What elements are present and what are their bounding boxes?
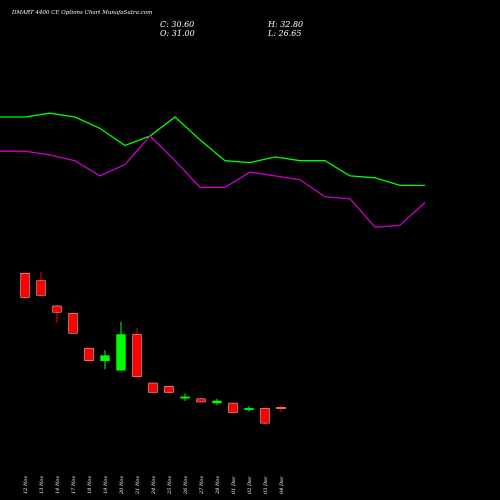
x-tick-label: 21 Nov [135,476,141,495]
candle-body [132,334,142,377]
candle-body [68,313,78,334]
candle-body [244,408,254,411]
x-axis-labels: 12 Nov 13 Nov 14 Nov 17 Nov 18 Nov 19 Nov 20 N… [23,476,285,495]
candle [36,272,46,296]
candle-body [100,355,110,362]
candle [20,272,30,299]
x-tick-label: 20 Nov [119,476,125,495]
x-tick-label: 25 Nov [167,476,173,495]
x-tick-label: 13 Nov [39,476,45,494]
candle-body [196,398,206,403]
indicator-line-1 [0,112,425,187]
x-tick-label: 18 Nov [87,476,93,494]
candle [132,328,142,378]
candle [244,406,254,412]
candle [196,397,206,403]
open-value: O: 31.00 [160,29,195,38]
x-tick-label: 27 Nov [199,476,205,495]
candle [164,385,174,394]
candle [52,304,62,323]
candle-body [212,400,222,404]
candle [212,398,222,406]
candle-body [228,402,238,413]
x-tick-label: 26 Nov [183,476,189,495]
candle-body [164,385,174,393]
candle [116,321,126,371]
x-tick-label: 03 Dec [263,476,269,494]
x-tick-label: 02 Dec [247,476,253,494]
candle-body [20,273,30,298]
x-tick-label: 14 Nov [55,476,61,494]
x-tick-label: 24 Nov [151,476,157,495]
candle-body [116,334,126,371]
low-value: L: 26.65 [268,29,302,38]
x-tick-label: 04 Dec [279,476,285,494]
candlestick-series [20,272,286,425]
candle-body [260,408,270,424]
high-value: H: 32.80 [268,20,304,29]
candle [84,347,94,362]
chart-title: DMART 4400 CE Options Chart MunafaSutra.… [12,10,153,16]
candle-body [36,280,46,296]
x-tick-label: 12 Nov [23,476,29,494]
x-tick-label: 01 Dec [231,476,237,494]
candle [276,405,286,412]
candle-body [180,396,190,399]
x-tick-label: 28 Nov [215,476,221,495]
candle [260,408,270,425]
candle-body [276,407,286,409]
candle [180,393,190,401]
close-value: C: 30.60 [160,20,195,29]
candle [68,313,78,334]
candle [100,350,110,370]
indicator-line-2 [0,135,426,228]
indicator-lines [0,112,426,228]
candle [228,402,238,414]
x-tick-label: 19 Nov [103,476,109,494]
candle-body [52,305,62,313]
x-tick-label: 17 Nov [71,476,77,494]
candle-body [84,347,94,362]
candle [148,382,158,393]
candle-body [148,382,158,393]
